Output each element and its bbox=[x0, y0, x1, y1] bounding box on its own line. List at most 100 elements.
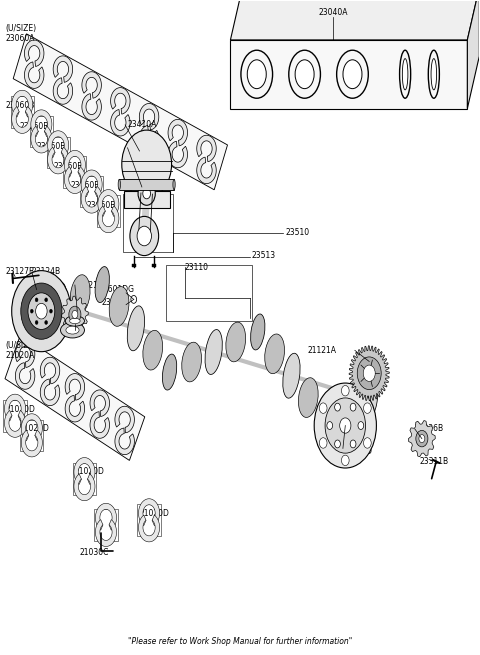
Circle shape bbox=[35, 298, 38, 302]
Text: 23060B: 23060B bbox=[20, 122, 49, 131]
Polygon shape bbox=[21, 430, 42, 457]
Circle shape bbox=[28, 293, 55, 329]
Text: 23040A: 23040A bbox=[319, 8, 348, 17]
Polygon shape bbox=[61, 296, 88, 333]
Circle shape bbox=[325, 398, 365, 453]
Circle shape bbox=[122, 130, 171, 198]
Polygon shape bbox=[12, 107, 33, 134]
Polygon shape bbox=[82, 94, 101, 120]
Text: 21020D: 21020D bbox=[5, 405, 36, 414]
Polygon shape bbox=[115, 406, 134, 433]
Text: 1601DG: 1601DG bbox=[104, 285, 134, 294]
Polygon shape bbox=[15, 363, 35, 389]
Text: (U/SIZE)
21020A: (U/SIZE) 21020A bbox=[5, 341, 36, 360]
Bar bbox=[63, 156, 86, 188]
Ellipse shape bbox=[295, 60, 314, 88]
Polygon shape bbox=[74, 458, 95, 485]
Ellipse shape bbox=[226, 322, 246, 362]
Ellipse shape bbox=[182, 342, 202, 382]
Ellipse shape bbox=[95, 267, 109, 303]
Bar bbox=[80, 176, 103, 208]
Bar bbox=[120, 179, 174, 190]
Ellipse shape bbox=[70, 318, 80, 324]
Polygon shape bbox=[40, 379, 60, 405]
Polygon shape bbox=[82, 72, 101, 98]
Circle shape bbox=[35, 320, 38, 324]
Text: 21020D: 21020D bbox=[140, 510, 169, 518]
Polygon shape bbox=[90, 412, 109, 438]
Text: 23125: 23125 bbox=[101, 298, 125, 307]
Circle shape bbox=[21, 283, 62, 339]
Text: 23121A: 23121A bbox=[75, 280, 104, 290]
Bar bbox=[95, 509, 118, 541]
Ellipse shape bbox=[127, 306, 144, 351]
Polygon shape bbox=[139, 515, 159, 542]
Polygon shape bbox=[5, 335, 145, 460]
Polygon shape bbox=[197, 135, 216, 162]
Polygon shape bbox=[13, 34, 228, 190]
Ellipse shape bbox=[60, 322, 84, 338]
Polygon shape bbox=[197, 157, 216, 183]
Polygon shape bbox=[12, 90, 33, 117]
Ellipse shape bbox=[251, 314, 265, 350]
Ellipse shape bbox=[162, 354, 177, 390]
Polygon shape bbox=[24, 40, 44, 66]
Circle shape bbox=[335, 440, 340, 448]
Text: 23124B: 23124B bbox=[32, 267, 61, 276]
Text: 23127B: 23127B bbox=[5, 267, 35, 276]
Text: 23510: 23510 bbox=[286, 228, 310, 237]
Bar bbox=[124, 191, 169, 208]
Ellipse shape bbox=[343, 60, 362, 88]
Ellipse shape bbox=[360, 377, 378, 422]
Text: 21020D: 21020D bbox=[75, 467, 105, 476]
Bar bbox=[11, 96, 34, 128]
Polygon shape bbox=[40, 357, 60, 384]
Text: 23060B: 23060B bbox=[70, 181, 99, 190]
Text: 23110: 23110 bbox=[185, 263, 209, 272]
Polygon shape bbox=[81, 170, 102, 196]
Circle shape bbox=[357, 357, 381, 390]
Ellipse shape bbox=[205, 329, 222, 375]
Text: 21020D: 21020D bbox=[20, 424, 50, 434]
Text: 23513: 23513 bbox=[252, 251, 276, 260]
Bar bbox=[3, 400, 26, 432]
Circle shape bbox=[69, 306, 81, 323]
Polygon shape bbox=[110, 88, 130, 114]
Polygon shape bbox=[65, 373, 84, 400]
Circle shape bbox=[419, 434, 425, 443]
Polygon shape bbox=[96, 519, 117, 546]
Ellipse shape bbox=[283, 353, 300, 398]
Text: 21030C: 21030C bbox=[80, 548, 109, 557]
Bar bbox=[137, 504, 161, 536]
Polygon shape bbox=[74, 474, 95, 500]
Bar bbox=[73, 463, 96, 495]
Text: 23060B: 23060B bbox=[36, 142, 66, 151]
Polygon shape bbox=[64, 166, 85, 193]
Circle shape bbox=[319, 403, 327, 413]
Circle shape bbox=[138, 181, 156, 205]
Polygon shape bbox=[15, 341, 35, 367]
Polygon shape bbox=[65, 396, 84, 422]
Polygon shape bbox=[21, 414, 42, 441]
Bar bbox=[97, 195, 120, 227]
Circle shape bbox=[363, 438, 371, 448]
Ellipse shape bbox=[337, 390, 357, 429]
Ellipse shape bbox=[65, 316, 84, 326]
Circle shape bbox=[341, 455, 349, 466]
Polygon shape bbox=[48, 147, 69, 174]
Text: 23311B: 23311B bbox=[420, 457, 449, 466]
Ellipse shape bbox=[118, 179, 120, 190]
Polygon shape bbox=[4, 394, 25, 421]
Polygon shape bbox=[349, 346, 389, 401]
Ellipse shape bbox=[265, 334, 285, 374]
Circle shape bbox=[45, 320, 48, 324]
Bar bbox=[166, 265, 252, 321]
Circle shape bbox=[137, 226, 152, 246]
Polygon shape bbox=[53, 78, 72, 104]
Ellipse shape bbox=[49, 282, 67, 327]
Circle shape bbox=[30, 309, 33, 313]
Circle shape bbox=[49, 309, 52, 313]
Text: 23226B: 23226B bbox=[415, 424, 444, 434]
Circle shape bbox=[350, 440, 356, 448]
Bar bbox=[47, 136, 70, 168]
